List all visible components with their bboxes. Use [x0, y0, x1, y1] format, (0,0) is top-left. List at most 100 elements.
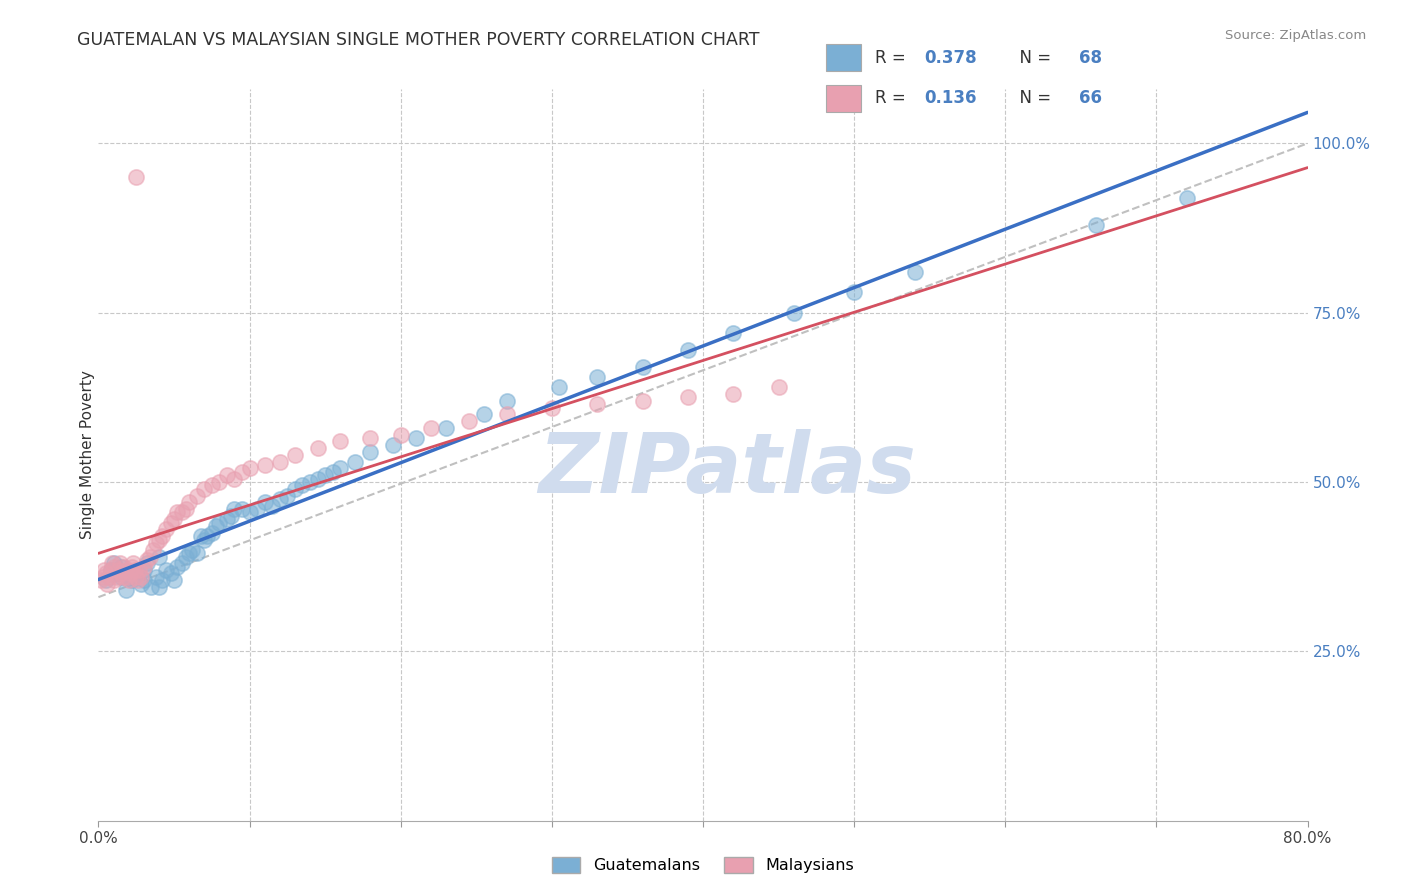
- Point: [586, 370, 609, 384]
- Point: [174, 502, 197, 516]
- Point: [208, 516, 231, 530]
- Point: [135, 556, 157, 570]
- Point: [121, 559, 143, 574]
- Point: [186, 546, 208, 560]
- Point: [166, 559, 188, 574]
- FancyBboxPatch shape: [825, 85, 860, 112]
- Point: [103, 556, 125, 570]
- Text: 0.136: 0.136: [925, 89, 977, 107]
- Point: [94, 566, 117, 581]
- Point: [291, 478, 314, 492]
- Point: [389, 427, 412, 442]
- Point: [118, 573, 141, 587]
- Point: [190, 529, 212, 543]
- Point: [181, 542, 204, 557]
- Point: [174, 549, 197, 564]
- Point: [434, 421, 457, 435]
- Point: [124, 563, 146, 577]
- Point: [195, 529, 218, 543]
- Text: Source: ZipAtlas.com: Source: ZipAtlas.com: [1226, 29, 1367, 42]
- Point: [723, 387, 745, 401]
- Point: [179, 495, 201, 509]
- Point: [100, 563, 122, 577]
- Point: [231, 465, 253, 479]
- Legend: Guatemalans, Malaysians: Guatemalans, Malaysians: [546, 850, 860, 880]
- Point: [114, 563, 136, 577]
- Point: [132, 573, 155, 587]
- Point: [253, 495, 276, 509]
- Point: [548, 380, 571, 394]
- Point: [94, 573, 117, 587]
- Point: [163, 512, 186, 526]
- Point: [844, 285, 866, 300]
- Text: GUATEMALAN VS MALAYSIAN SINGLE MOTHER POVERTY CORRELATION CHART: GUATEMALAN VS MALAYSIAN SINGLE MOTHER PO…: [77, 31, 759, 49]
- Point: [111, 570, 134, 584]
- Text: N =: N =: [1010, 49, 1056, 67]
- Text: 68: 68: [1080, 49, 1102, 67]
- Point: [105, 570, 128, 584]
- Point: [110, 559, 132, 574]
- Point: [108, 556, 131, 570]
- Point: [239, 506, 262, 520]
- Point: [145, 536, 167, 550]
- Point: [239, 461, 262, 475]
- Point: [246, 502, 269, 516]
- Point: [224, 502, 246, 516]
- Point: [160, 516, 183, 530]
- Point: [148, 580, 170, 594]
- Point: [904, 265, 927, 279]
- Point: [132, 559, 155, 574]
- Point: [155, 563, 177, 577]
- Point: [135, 553, 157, 567]
- Point: [221, 508, 243, 523]
- Point: [148, 549, 170, 564]
- Point: [115, 570, 138, 584]
- Point: [110, 566, 132, 581]
- Point: [186, 489, 208, 503]
- Point: [170, 506, 193, 520]
- Point: [118, 570, 141, 584]
- Point: [145, 570, 167, 584]
- Point: [166, 506, 188, 520]
- Point: [193, 533, 215, 547]
- Point: [676, 390, 699, 404]
- Point: [100, 563, 122, 577]
- Point: [160, 566, 183, 581]
- Point: [723, 326, 745, 340]
- Point: [125, 570, 148, 584]
- Point: [163, 573, 186, 587]
- Point: [322, 465, 344, 479]
- Point: [208, 475, 231, 489]
- Point: [1175, 190, 1198, 204]
- Point: [127, 573, 149, 587]
- Point: [150, 573, 173, 587]
- Point: [110, 570, 132, 584]
- Point: [262, 499, 284, 513]
- Point: [148, 533, 170, 547]
- Point: [150, 529, 173, 543]
- Text: 66: 66: [1080, 89, 1102, 107]
- Point: [125, 566, 148, 581]
- Point: [129, 570, 152, 584]
- Point: [231, 502, 253, 516]
- Text: N =: N =: [1010, 89, 1056, 107]
- Point: [586, 397, 609, 411]
- Point: [122, 556, 145, 570]
- Point: [382, 438, 405, 452]
- Point: [314, 468, 336, 483]
- Point: [121, 573, 143, 587]
- Y-axis label: Single Mother Poverty: Single Mother Poverty: [80, 370, 94, 540]
- Point: [205, 519, 228, 533]
- Point: [495, 407, 517, 421]
- Point: [107, 563, 129, 577]
- Point: [783, 306, 806, 320]
- Point: [201, 525, 224, 540]
- Point: [360, 444, 382, 458]
- FancyBboxPatch shape: [825, 45, 860, 71]
- Point: [495, 393, 517, 408]
- Point: [179, 546, 201, 560]
- Point: [112, 559, 135, 574]
- Point: [457, 414, 479, 428]
- Point: [101, 556, 124, 570]
- Point: [120, 566, 142, 581]
